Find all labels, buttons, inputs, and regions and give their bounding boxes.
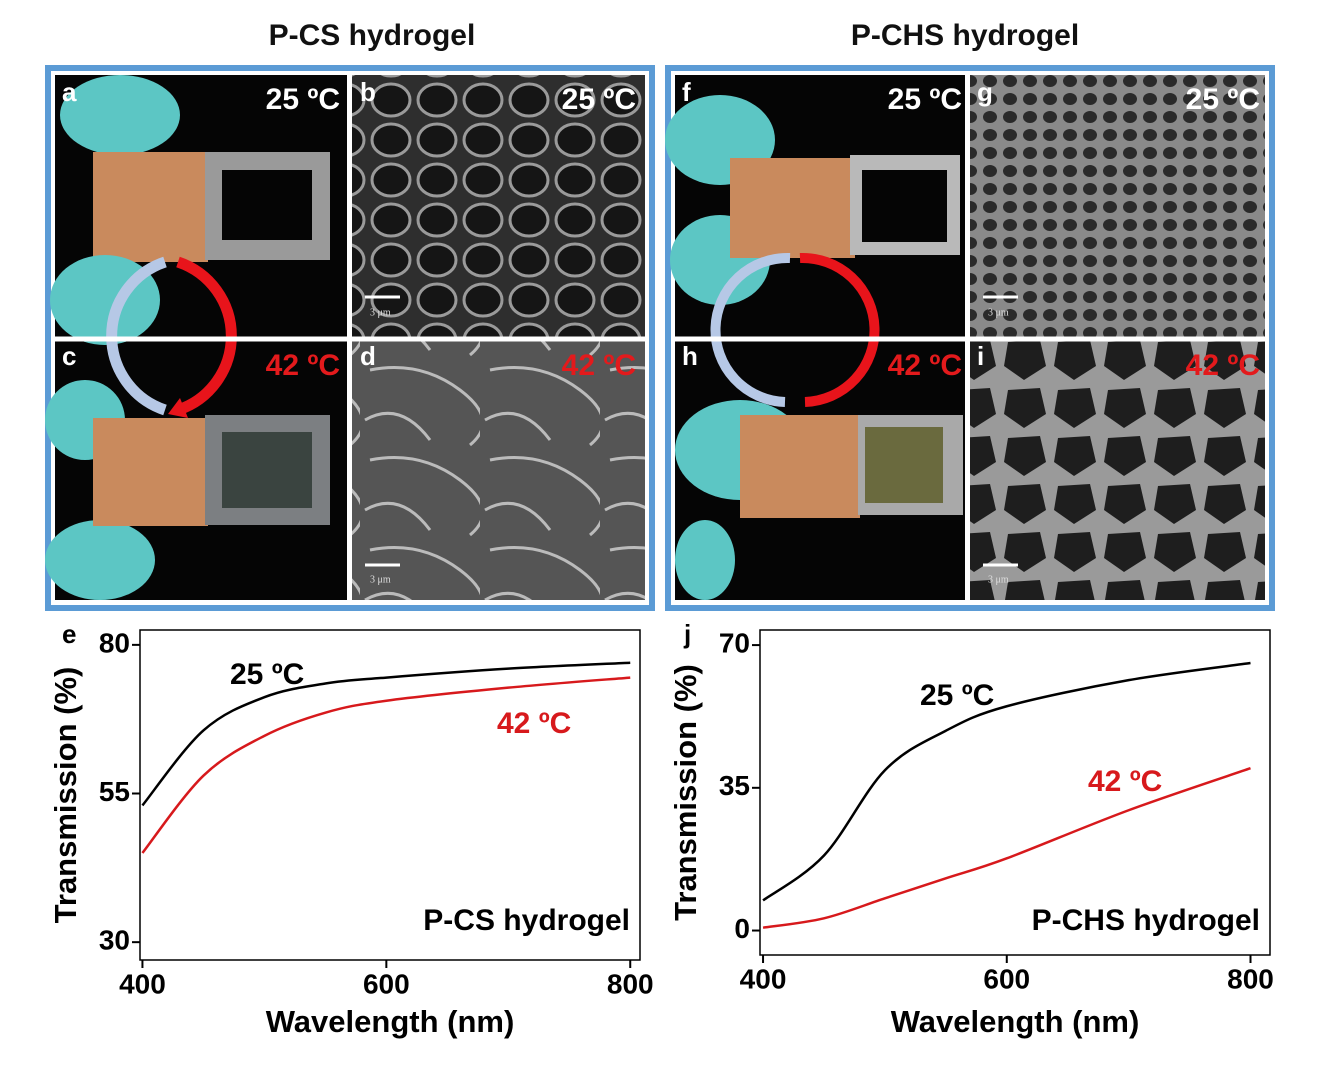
panel-temp: 25 ºC: [1186, 83, 1260, 116]
scale-bar-label: 3 μm: [370, 307, 391, 318]
y-tick-label: 55: [99, 776, 130, 807]
y-tick-label: 35: [719, 770, 750, 801]
y-axis-title: Transmission (%): [48, 667, 83, 924]
scale-bar-label: 3 μm: [988, 574, 1009, 585]
series-label: 25 ºC: [230, 658, 304, 691]
series-line: [762, 767, 1251, 929]
sem-image: [970, 75, 1265, 337]
y-tick-label: 30: [99, 925, 130, 956]
series-label: 42 ºC: [1088, 765, 1162, 798]
sem-image: [352, 75, 645, 337]
y-tick-label: 80: [99, 627, 130, 658]
scale-bar: [365, 295, 1018, 567]
x-tick-label: 600: [363, 968, 410, 999]
panel-letter: j: [683, 619, 691, 649]
scale-bar-label: 3 μm: [988, 307, 1009, 318]
scale-bar-label: 3 μm: [370, 574, 391, 585]
sem-image: [352, 341, 645, 600]
panel-temp: 42 ºC: [1186, 349, 1260, 382]
panel-letter: h: [682, 341, 698, 371]
panel-temp: 42 ºC: [562, 349, 636, 382]
panel-letter: g: [977, 77, 993, 107]
panel-letter: e: [62, 619, 76, 649]
plot-frame: [759, 629, 1271, 956]
x-axis-title: Wavelength (nm): [891, 1004, 1140, 1039]
panel-temp: 25 ºC: [562, 83, 636, 116]
x-tick-label: 600: [983, 963, 1030, 994]
annotation: P-CHS hydrogel: [1032, 904, 1260, 937]
series-line: [762, 661, 1251, 902]
panel-temp: 42 ºC: [888, 349, 962, 382]
series-line: [141, 661, 631, 807]
panel-letter: d: [360, 341, 376, 371]
panel-letter: a: [62, 77, 77, 107]
x-tick-label: 400: [740, 963, 787, 994]
y-tick-label: 0: [734, 913, 750, 944]
y-axis-title: Transmission (%): [668, 664, 703, 921]
y-tick-label: 70: [719, 627, 750, 658]
plot-frame: [139, 629, 641, 961]
panel-letter: i: [977, 341, 984, 371]
x-axis-title: Wavelength (nm): [266, 1004, 515, 1039]
panel-letter: b: [360, 77, 376, 107]
figure-title: P-CHS hydrogel: [851, 19, 1079, 52]
series-label: 25 ºC: [920, 679, 994, 712]
panel-letter: c: [62, 341, 76, 371]
panel-letter: f: [682, 77, 691, 107]
panel-temp: 25 ºC: [888, 83, 962, 116]
x-tick-label: 800: [1227, 963, 1274, 994]
series-label: 42 ºC: [497, 707, 571, 740]
figure-title: P-CS hydrogel: [269, 19, 476, 52]
series-line: [141, 676, 631, 854]
panel-temp: 25 ºC: [266, 83, 340, 116]
annotation: P-CS hydrogel: [423, 904, 630, 937]
photo-detail: [45, 75, 330, 600]
x-tick-label: 400: [119, 968, 166, 999]
panel-temp: 42 ºC: [266, 349, 340, 382]
photo-detail: [665, 95, 963, 600]
x-tick-label: 800: [607, 968, 654, 999]
sem-image: [970, 341, 1265, 600]
